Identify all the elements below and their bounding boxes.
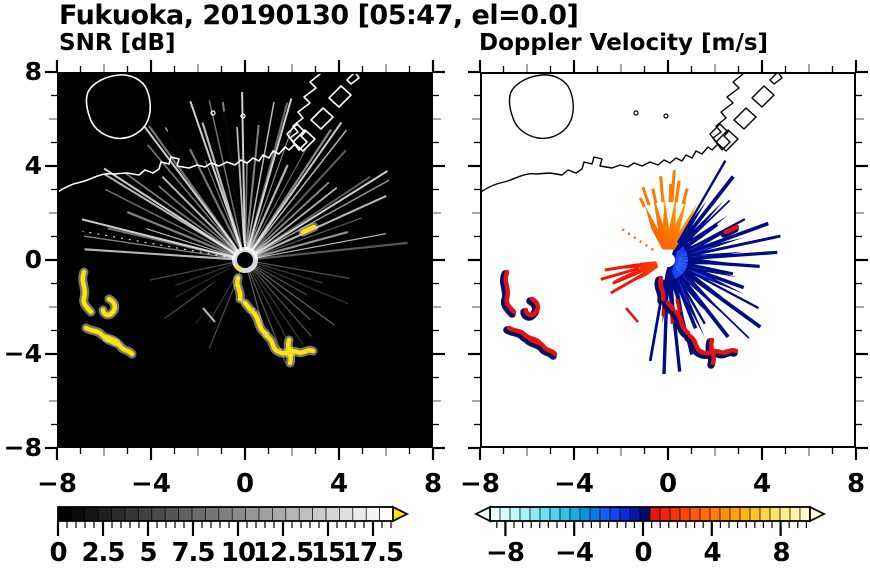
velocity-cb-label: −4 <box>555 538 594 568</box>
x-tick-label: 8 <box>423 469 443 499</box>
velocity-cb-label: 4 <box>703 538 721 568</box>
x-tick-label: −8 <box>460 469 500 499</box>
velocity-cb-label: 8 <box>772 538 790 568</box>
x-tick-label: −8 <box>37 469 77 499</box>
snr-cb-label: 10 <box>220 538 256 568</box>
snr-panel-title: SNR [dB] <box>59 30 176 56</box>
y-tick-label: 8 <box>24 57 42 86</box>
velocity-cb-label: 0 <box>634 538 652 568</box>
x-tick-label: 8 <box>846 469 866 499</box>
snr-cb-label: 12.5 <box>252 538 314 568</box>
y-tick-label: 4 <box>24 151 42 180</box>
x-tick-label: −4 <box>554 469 594 499</box>
snr-cb-label: 0 <box>49 538 67 568</box>
velocity-panel-title: Doppler Velocity [m/s] <box>479 30 769 56</box>
x-tick-label: 4 <box>752 469 772 499</box>
snr-cb-label: 17.5 <box>342 538 404 568</box>
y-tick-label: 0 <box>24 245 42 274</box>
velocity-cb-label: −8 <box>486 538 525 568</box>
figure-title: Fukuoka, 20190130 [05:47, el=0.0] <box>59 0 579 31</box>
velocity-colorbar <box>473 505 827 536</box>
snr-cb-label: 7.5 <box>171 538 215 568</box>
snr-colorbar <box>56 505 410 536</box>
snr-plot <box>45 60 445 460</box>
x-tick-label: 4 <box>329 469 349 499</box>
x-tick-label: 0 <box>235 469 255 499</box>
y-tick-label: −8 <box>3 433 42 462</box>
snr-cb-label: 5 <box>139 538 157 568</box>
snr-cb-label: 15 <box>310 538 346 568</box>
x-tick-label: −4 <box>131 469 171 499</box>
x-tick-label: 0 <box>658 469 678 499</box>
y-tick-label: −4 <box>3 339 42 368</box>
velocity-plot <box>468 60 868 460</box>
snr-cb-label: 2.5 <box>81 538 125 568</box>
